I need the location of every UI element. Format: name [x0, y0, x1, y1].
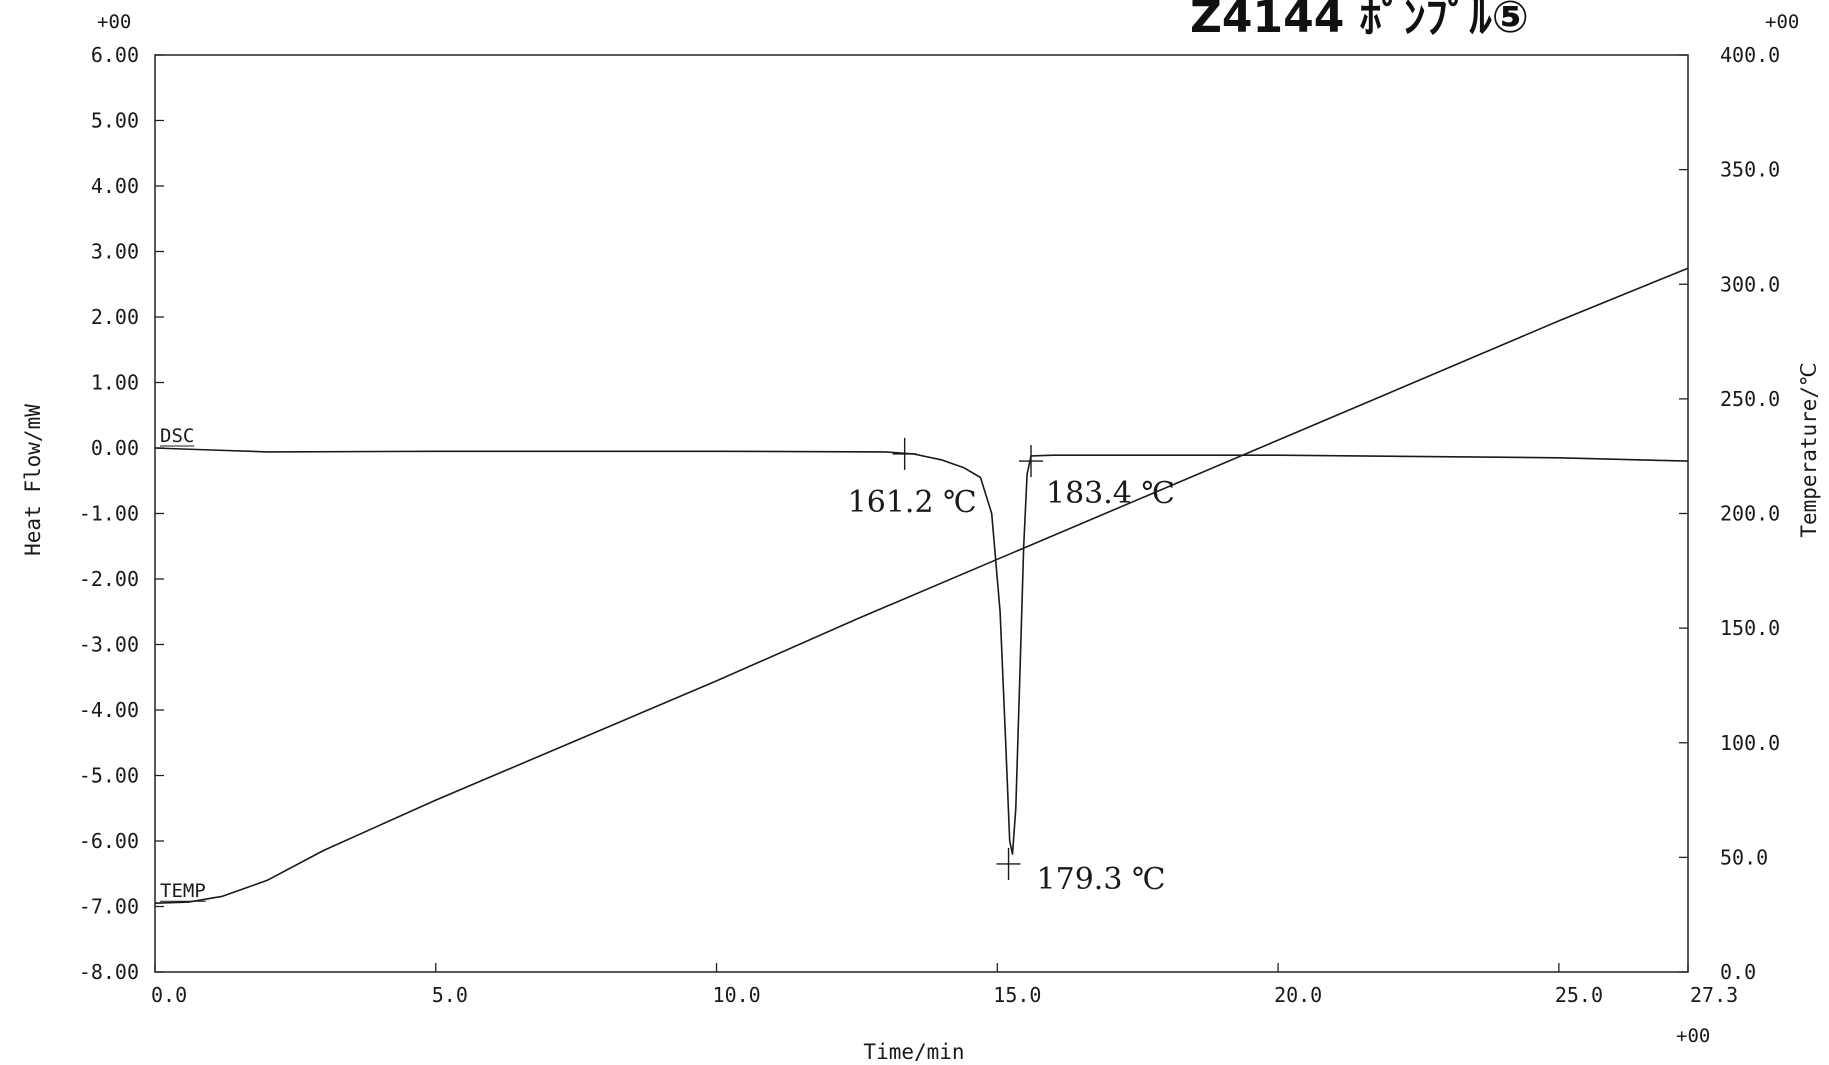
x-tick-label: 25.0: [1555, 983, 1603, 1007]
left-tick-label: 0.00: [91, 436, 139, 460]
x-tick-label: 10.0: [713, 983, 761, 1007]
x-tick-label: 15.0: [993, 983, 1041, 1007]
left-tick-label: -7.00: [79, 895, 139, 919]
right-tick-label: 350.0: [1720, 158, 1780, 182]
x-tick-label: 5.0: [432, 983, 468, 1007]
x-tick-label: 0.0: [151, 983, 187, 1007]
right-tick-label: 200.0: [1720, 502, 1780, 526]
series-line-dsc: [154, 447, 1689, 855]
series-line-temp: [154, 267, 1689, 904]
series-label-dsc: DSC: [160, 425, 194, 447]
left-tick-label: -3.00: [79, 633, 139, 657]
right-tick-label: 0.0: [1720, 960, 1756, 984]
left-axis-ticks: 6.00 5.00 4.00 3.00 2.00 1.00 0.00 -1.00 -2.00 -3…: [79, 43, 164, 984]
left-tick-label: -5.00: [79, 764, 139, 788]
annotations: 161.2 ℃ 183.4 ℃ 179.3 ℃: [848, 437, 1175, 897]
annotation-label: 183.4 ℃: [1046, 476, 1175, 511]
right-tick-label: 250.0: [1720, 387, 1780, 411]
left-tick-label: -6.00: [79, 829, 139, 853]
x-axis-ticks: 0.0 5.0 10.0 15.0 20.0 25.0 27.3: [151, 963, 1738, 1007]
right-tick-label: 100.0: [1720, 731, 1780, 755]
left-tick-label: 5.00: [91, 109, 139, 133]
series-label-temp: TEMP: [160, 880, 206, 902]
left-tick-label: 6.00: [91, 43, 139, 67]
x-tick-label: 20.0: [1274, 983, 1322, 1007]
right-tick-label: 50.0: [1720, 845, 1768, 869]
series-lines: DSC TEMP: [154, 267, 1689, 904]
corner-label-top-right: +00: [1765, 11, 1799, 33]
left-tick-label: -4.00: [79, 698, 139, 722]
right-tick-label: 400.0: [1720, 43, 1780, 67]
right-axis-ticks: 400.0 350.0 300.0 250.0 200.0 150.0 100.0 50.0 0…: [1679, 43, 1780, 984]
x-axis-title: Time/min: [863, 1040, 964, 1064]
right-tick-label: 150.0: [1720, 616, 1780, 640]
corner-label-top-left: +00: [97, 11, 131, 33]
y-axis-right-title: Temperature/℃: [1797, 362, 1821, 537]
left-tick-label: -2.00: [79, 567, 139, 591]
left-tick-label: 3.00: [91, 240, 139, 264]
left-tick-label: 1.00: [91, 371, 139, 395]
annotation-label: 179.3 ℃: [1037, 862, 1166, 897]
handwritten-note: Z4144 ﾎﾟﾝﾌﾟﾙ⑤: [1190, 0, 1529, 43]
right-tick-label: 300.0: [1720, 272, 1780, 296]
y-axis-left-title: Heat Flow/mW: [21, 404, 45, 556]
annotation-label: 161.2 ℃: [848, 485, 977, 520]
left-tick-label: -8.00: [79, 960, 139, 984]
left-tick-label: 4.00: [91, 174, 139, 198]
x-tick-label: 27.3: [1690, 983, 1738, 1007]
left-tick-label: 2.00: [91, 305, 139, 329]
corner-label-bottom-right: +00: [1676, 1025, 1710, 1047]
left-tick-label: -1.00: [79, 502, 139, 526]
